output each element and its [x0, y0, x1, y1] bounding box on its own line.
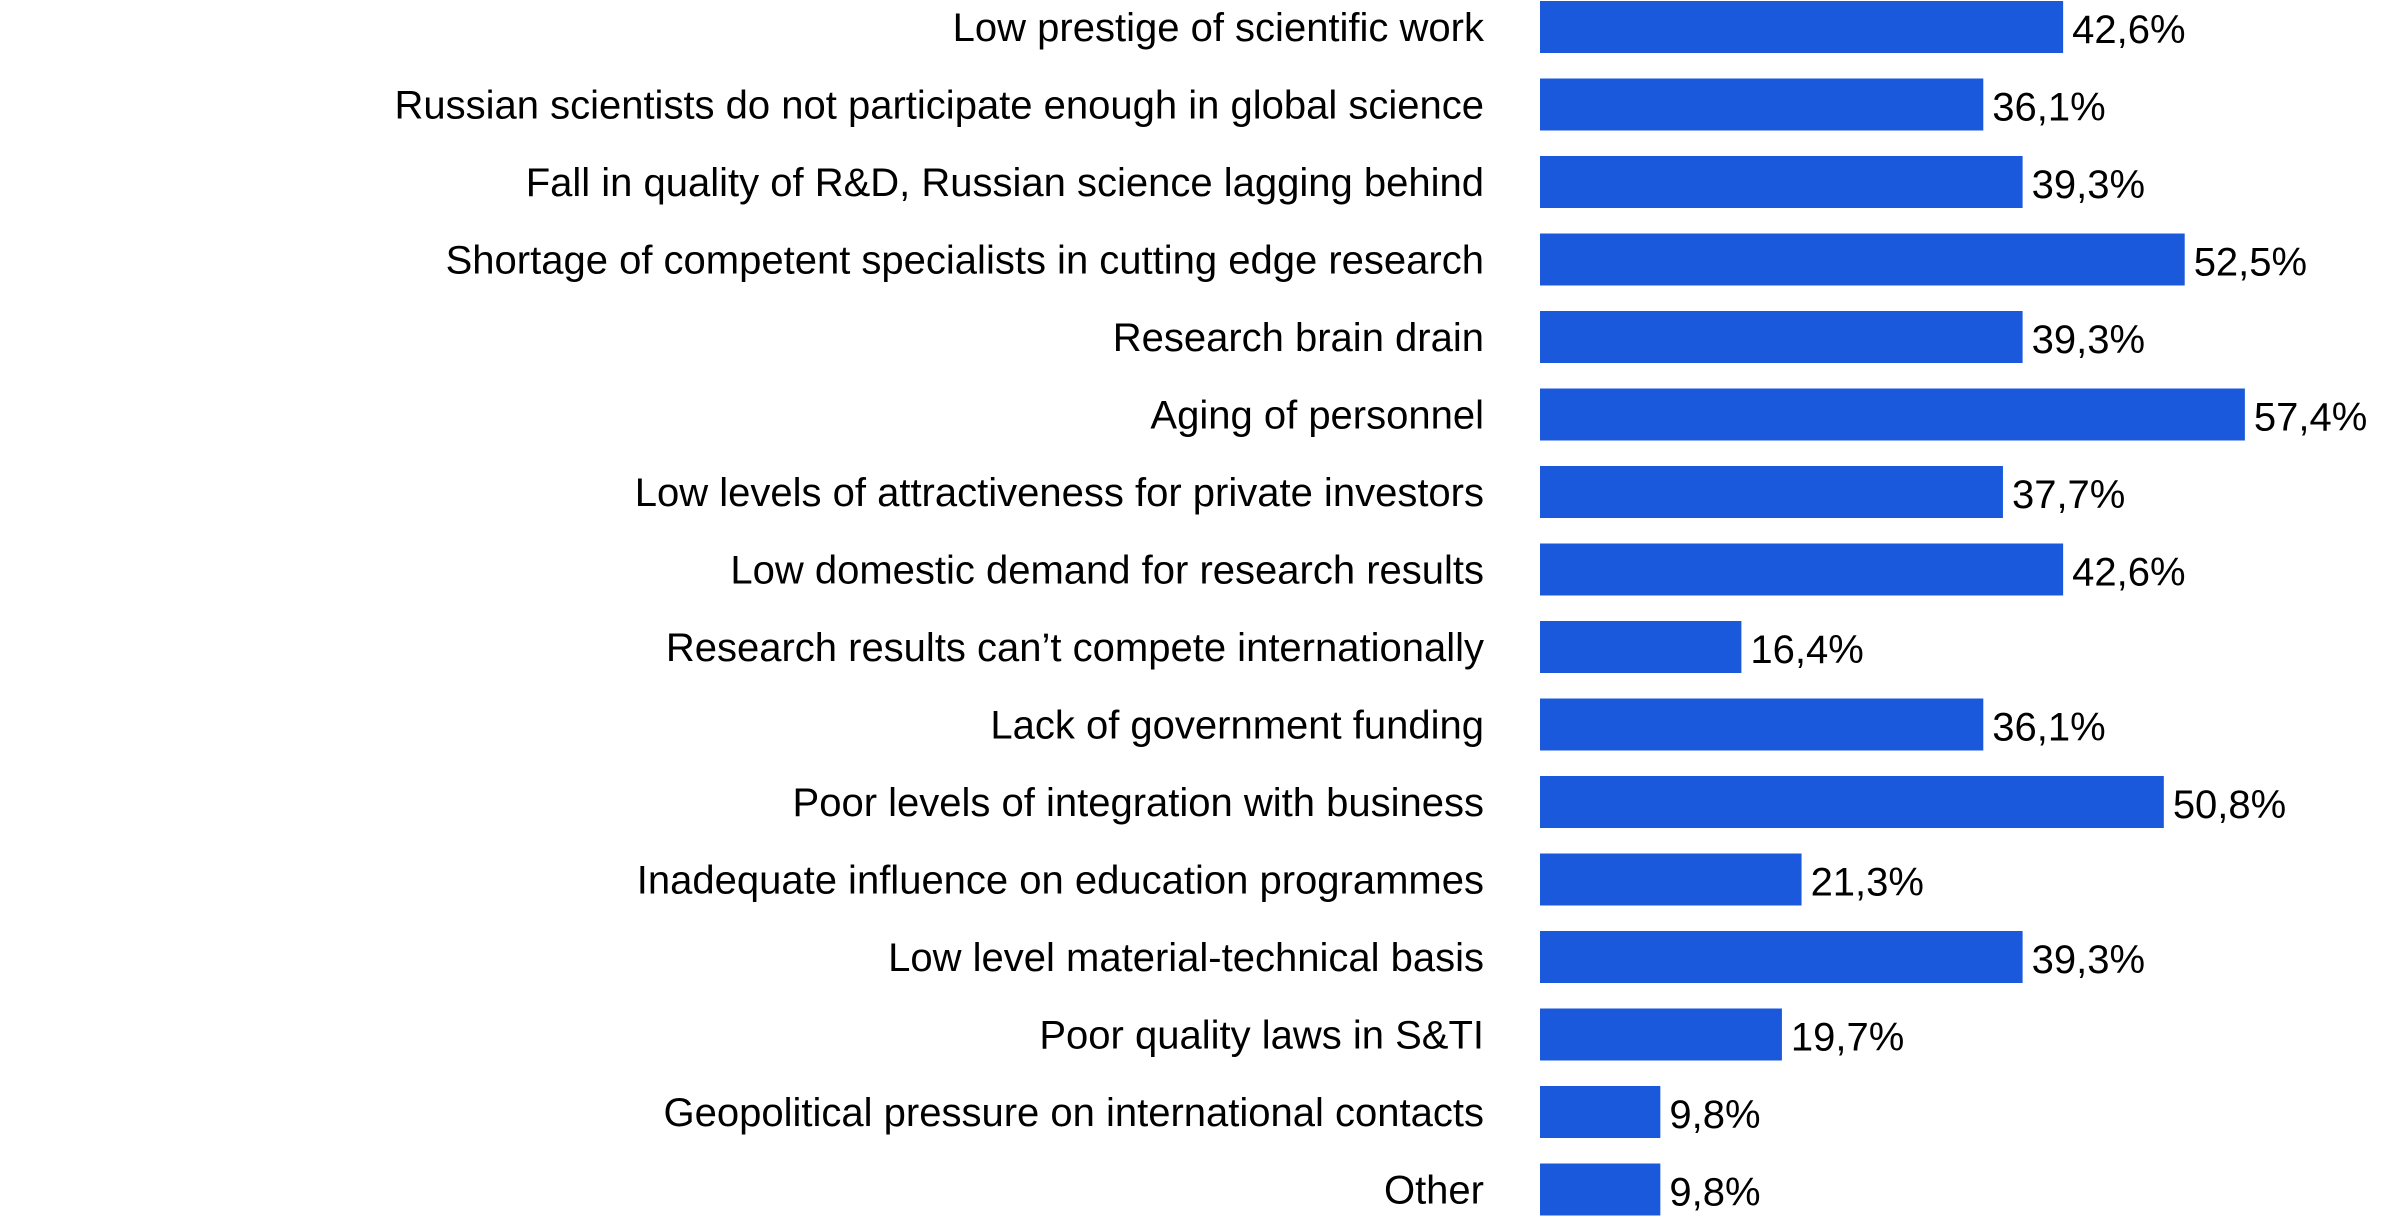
category-label: Inadequate influence on education progra… [637, 859, 1484, 903]
category-label: Lack of government funding [990, 704, 1484, 748]
category-label: Russian scientists do not participate en… [394, 84, 1484, 128]
value-label: 9,8% [1669, 1171, 1760, 1215]
bar [1540, 931, 2023, 983]
bar [1540, 621, 1742, 673]
value-label: 52,5% [2194, 241, 2307, 285]
value-label: 9,8% [1669, 1093, 1760, 1137]
bar [1540, 698, 1984, 751]
value-label: 42,6% [2072, 8, 2185, 52]
bar [1540, 466, 2003, 518]
value-label: 39,3% [2032, 938, 2145, 982]
category-label: Low level material-technical basis [888, 936, 1484, 980]
value-label: 39,3% [2032, 318, 2145, 362]
bar [1540, 776, 2164, 828]
value-label: 36,1% [1992, 86, 2105, 130]
value-label: 21,3% [1811, 861, 1924, 905]
value-labels: 42,6% 36,1% 39,3% 52,5% 39,3% 57,4% 37,7% 42,6%… [1669, 8, 2367, 1215]
bar [1540, 311, 2023, 363]
bar [1540, 1, 2064, 53]
category-label: Aging of personnel [1150, 394, 1484, 438]
category-label: Low prestige of scientific work [953, 6, 1485, 50]
bar [1540, 1008, 1782, 1061]
bar [1540, 156, 2023, 208]
bar [1540, 1163, 1661, 1216]
value-label: 16,4% [1750, 628, 1863, 672]
value-label: 36,1% [1992, 706, 2105, 750]
value-label: 19,7% [1791, 1016, 1904, 1060]
category-label: Geopolitical pressure on international c… [664, 1091, 1484, 1135]
bar [1540, 388, 2245, 441]
category-label: Other [1384, 1169, 1484, 1213]
bar [1540, 543, 2064, 596]
category-labels: Low prestige of scientific work Russian s… [394, 6, 1485, 1213]
category-label: Poor quality laws in S&TI [1039, 1014, 1484, 1058]
category-label: Research results can’t compete internati… [666, 626, 1484, 670]
value-label: 39,3% [2032, 163, 2145, 207]
bar [1540, 78, 1984, 131]
bars [1540, 1, 2245, 1216]
category-label: Fall in quality of R&D, Russian science … [526, 161, 1484, 205]
bar [1540, 233, 2185, 286]
category-label: Shortage of competent specialists in cut… [446, 239, 1484, 283]
category-label: Low levels of attractiveness for private… [635, 471, 1484, 515]
bar [1540, 1086, 1661, 1138]
value-label: 37,7% [2012, 473, 2125, 517]
category-label: Poor levels of integration with business [793, 781, 1484, 825]
bar [1540, 853, 1802, 906]
value-label: 57,4% [2254, 396, 2367, 440]
value-label: 42,6% [2072, 551, 2185, 595]
category-label: Low domestic demand for research results [730, 549, 1484, 593]
category-label: Research brain drain [1113, 316, 1484, 360]
value-label: 50,8% [2173, 783, 2286, 827]
